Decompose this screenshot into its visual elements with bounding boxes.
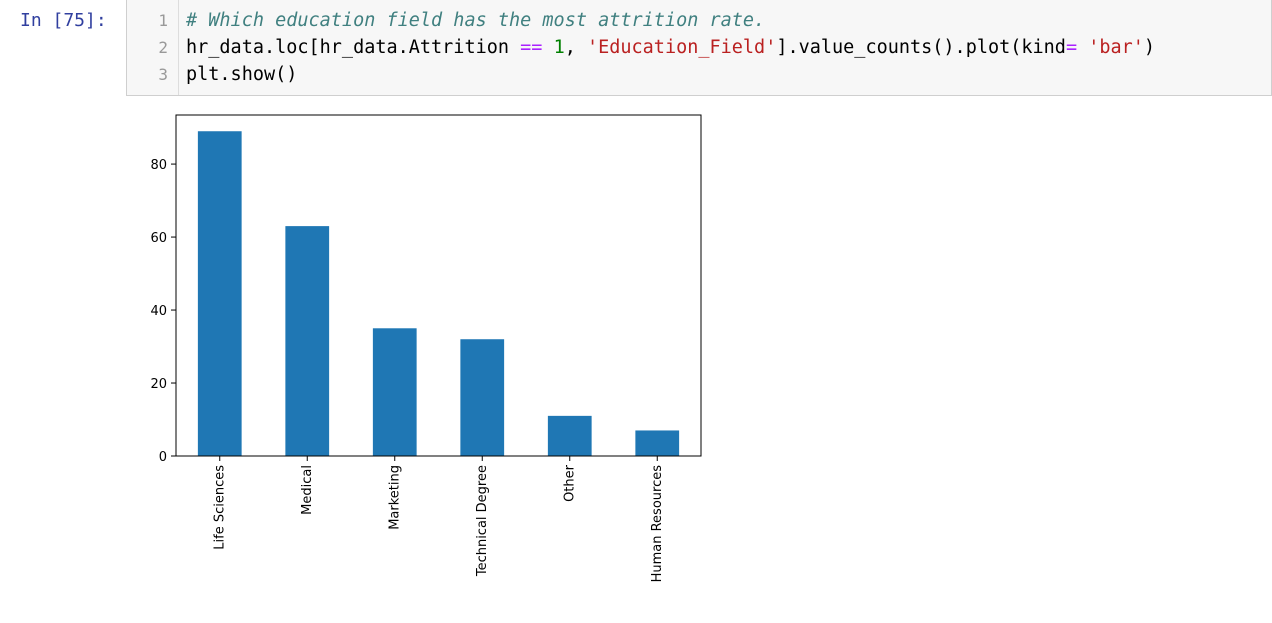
code-token: , [564, 37, 587, 58]
y-tick-label: 20 [150, 377, 167, 392]
line-number: 1 [158, 11, 168, 30]
code-line-1[interactable]: # Which education field has the most att… [186, 7, 765, 34]
y-tick-label: 80 [150, 158, 167, 173]
cell-output: 0 20 40 60 80 Life Sciences Medical Marketing T… [126, 100, 766, 620]
x-tick-label: Life Sciences [212, 465, 227, 550]
code-token: # Which education field has the most att… [186, 10, 766, 31]
bar-marketing [372, 328, 417, 456]
code-token: == [520, 37, 543, 58]
x-tick-label: Human Resources [650, 465, 665, 583]
bar-human-resources [635, 430, 680, 456]
code-token [542, 37, 553, 58]
x-tick-label: Medical [300, 465, 315, 515]
code-token: 'Education_Field' [586, 37, 777, 58]
code-token: plt.show() [186, 64, 298, 85]
y-axis: 0 20 40 60 80 [150, 158, 176, 465]
bar-medical [285, 226, 330, 456]
bar-other [547, 415, 592, 456]
cell-prompt: In [75]: [20, 10, 107, 31]
code-token: ) [1143, 37, 1156, 58]
line-number: 2 [158, 38, 168, 57]
code-line-2[interactable]: hr_data.loc[hr_data.Attrition == 1, 'Edu… [186, 34, 1155, 61]
code-token: ].value_counts().plot(kind [776, 37, 1066, 58]
x-tick-label: Technical Degree [475, 465, 490, 577]
y-tick-label: 60 [150, 231, 167, 246]
code-cell-input[interactable]: 1 2 3 # Which education field has the mo… [126, 0, 1272, 96]
bar-life-sciences [197, 131, 242, 456]
x-tick-label: Marketing [387, 465, 402, 530]
bars-layer [197, 131, 680, 456]
x-tick-label: Other [562, 464, 577, 502]
y-tick-label: 0 [159, 450, 167, 465]
plot-frame [175, 114, 702, 457]
bar-technical-degree [460, 339, 505, 456]
code-token: 'bar' [1088, 37, 1144, 58]
code-token: = [1065, 37, 1078, 58]
code-token: hr_data.loc[hr_data.Attrition [186, 37, 521, 58]
line-number: 3 [158, 65, 168, 84]
bar-chart: 0 20 40 60 80 Life Sciences Medical Marketing T… [150, 114, 702, 582]
y-tick-label: 40 [150, 304, 167, 319]
code-token [1077, 37, 1088, 58]
code-line-3[interactable]: plt.show() [186, 61, 297, 88]
code-token: 1 [553, 37, 565, 58]
line-number-gutter: 1 2 3 [127, 0, 179, 95]
x-axis: Life Sciences Medical Marketing Technical D… [212, 456, 665, 582]
